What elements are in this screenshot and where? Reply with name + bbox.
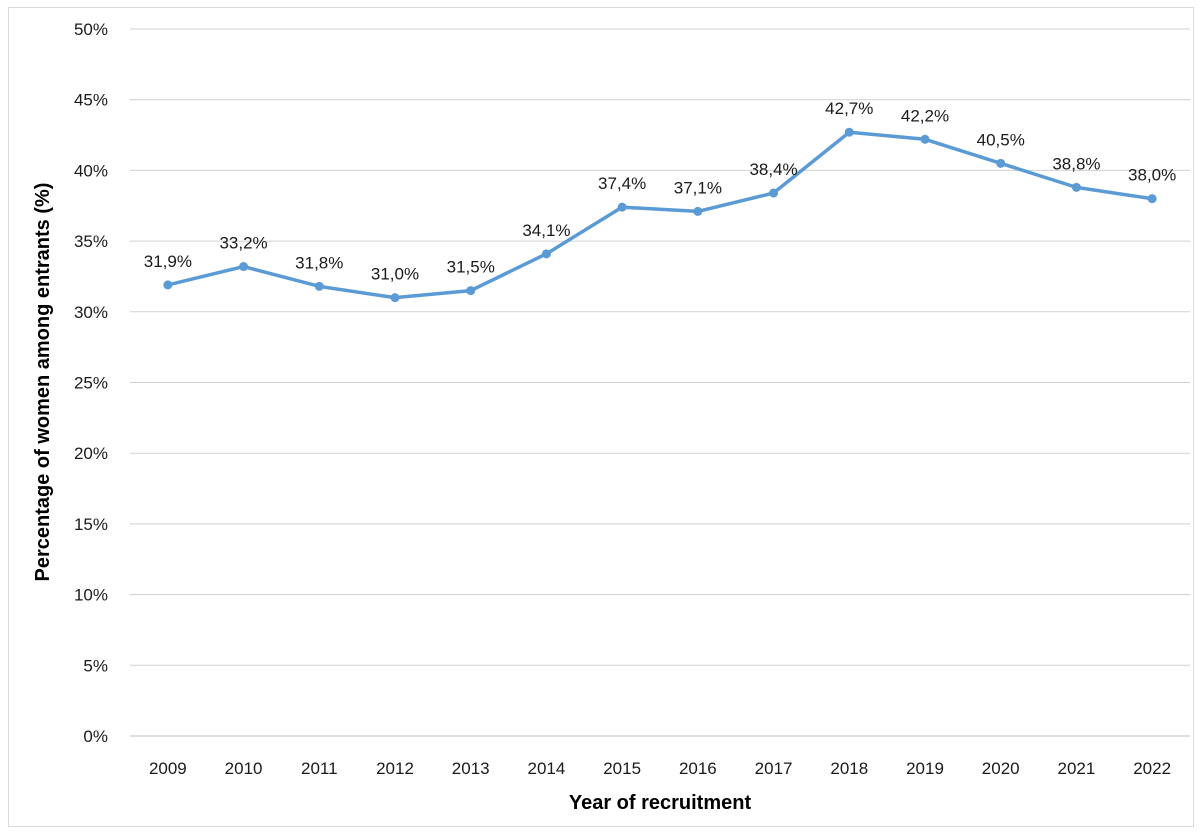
y-tick-label: 0% bbox=[83, 727, 108, 746]
x-tick-label: 2018 bbox=[830, 759, 868, 778]
y-tick-label: 10% bbox=[74, 586, 108, 605]
data-label: 33,2% bbox=[219, 234, 267, 253]
x-tick-label: 2015 bbox=[603, 759, 641, 778]
data-point bbox=[920, 134, 930, 144]
data-point bbox=[466, 286, 476, 296]
x-tick-label: 2019 bbox=[906, 759, 944, 778]
data-point bbox=[996, 158, 1006, 168]
data-label: 38,0% bbox=[1128, 166, 1176, 185]
series bbox=[163, 127, 1157, 303]
y-tick-label: 15% bbox=[74, 515, 108, 534]
data-labels: 31,9% 33,2% 31,8% 31,0% 31,5% 34,1% 37,4% 37,1%… bbox=[144, 99, 1176, 283]
y-tick-label: 45% bbox=[74, 91, 108, 110]
y-tick-label: 50% bbox=[74, 20, 108, 39]
data-point bbox=[844, 127, 854, 137]
x-tick-label: 2021 bbox=[1058, 759, 1096, 778]
data-point bbox=[390, 293, 400, 303]
data-label: 31,0% bbox=[371, 265, 419, 284]
y-tick-label: 35% bbox=[74, 232, 108, 251]
y-axis-ticks: 0% 5% 10% 15% 20% 25% 30% 35% 40% 45% 50% bbox=[74, 20, 108, 746]
x-tick-label: 2011 bbox=[301, 759, 338, 778]
data-point bbox=[314, 281, 324, 291]
x-tick-label: 2016 bbox=[679, 759, 717, 778]
y-tick-label: 30% bbox=[74, 303, 108, 322]
data-label: 37,1% bbox=[674, 178, 722, 197]
y-tick-label: 20% bbox=[74, 444, 108, 463]
x-axis-ticks: 2009 2010 2011 2012 2013 2014 2015 2016 2017 2018… bbox=[149, 759, 1171, 778]
x-axis-title: Year of recruitment bbox=[569, 792, 752, 814]
series-line bbox=[166, 130, 1154, 300]
data-label: 38,8% bbox=[1052, 154, 1100, 173]
data-label: 31,9% bbox=[144, 252, 192, 271]
data-point bbox=[769, 188, 779, 198]
x-tick-label: 2017 bbox=[755, 759, 793, 778]
data-point bbox=[163, 280, 173, 290]
data-point bbox=[693, 206, 703, 216]
data-point bbox=[239, 262, 249, 272]
y-tick-label: 40% bbox=[74, 161, 108, 180]
data-label: 34,1% bbox=[522, 221, 570, 240]
x-tick-label: 2009 bbox=[149, 759, 187, 778]
data-label: 42,2% bbox=[901, 106, 949, 125]
x-tick-label: 2022 bbox=[1133, 759, 1171, 778]
x-tick-label: 2014 bbox=[528, 759, 566, 778]
y-axis-title: Percentage of women among entrants (%) bbox=[32, 183, 54, 582]
data-label: 37,4% bbox=[598, 174, 646, 193]
data-label: 31,5% bbox=[447, 258, 495, 277]
x-tick-label: 2013 bbox=[452, 759, 490, 778]
data-label: 38,4% bbox=[749, 160, 797, 179]
data-label: 40,5% bbox=[977, 130, 1025, 149]
x-tick-label: 2020 bbox=[982, 759, 1020, 778]
data-point bbox=[617, 202, 627, 212]
x-tick-label: 2010 bbox=[225, 759, 263, 778]
data-label: 31,8% bbox=[295, 253, 343, 272]
chart-frame bbox=[8, 7, 1194, 827]
data-label: 42,7% bbox=[825, 99, 873, 118]
y-tick-label: 25% bbox=[74, 374, 108, 393]
data-point bbox=[1071, 182, 1081, 192]
data-point bbox=[541, 249, 551, 259]
gridlines bbox=[130, 28, 1190, 737]
data-point bbox=[1147, 194, 1157, 204]
y-tick-label: 5% bbox=[83, 656, 108, 675]
x-tick-label: 2012 bbox=[376, 759, 414, 778]
